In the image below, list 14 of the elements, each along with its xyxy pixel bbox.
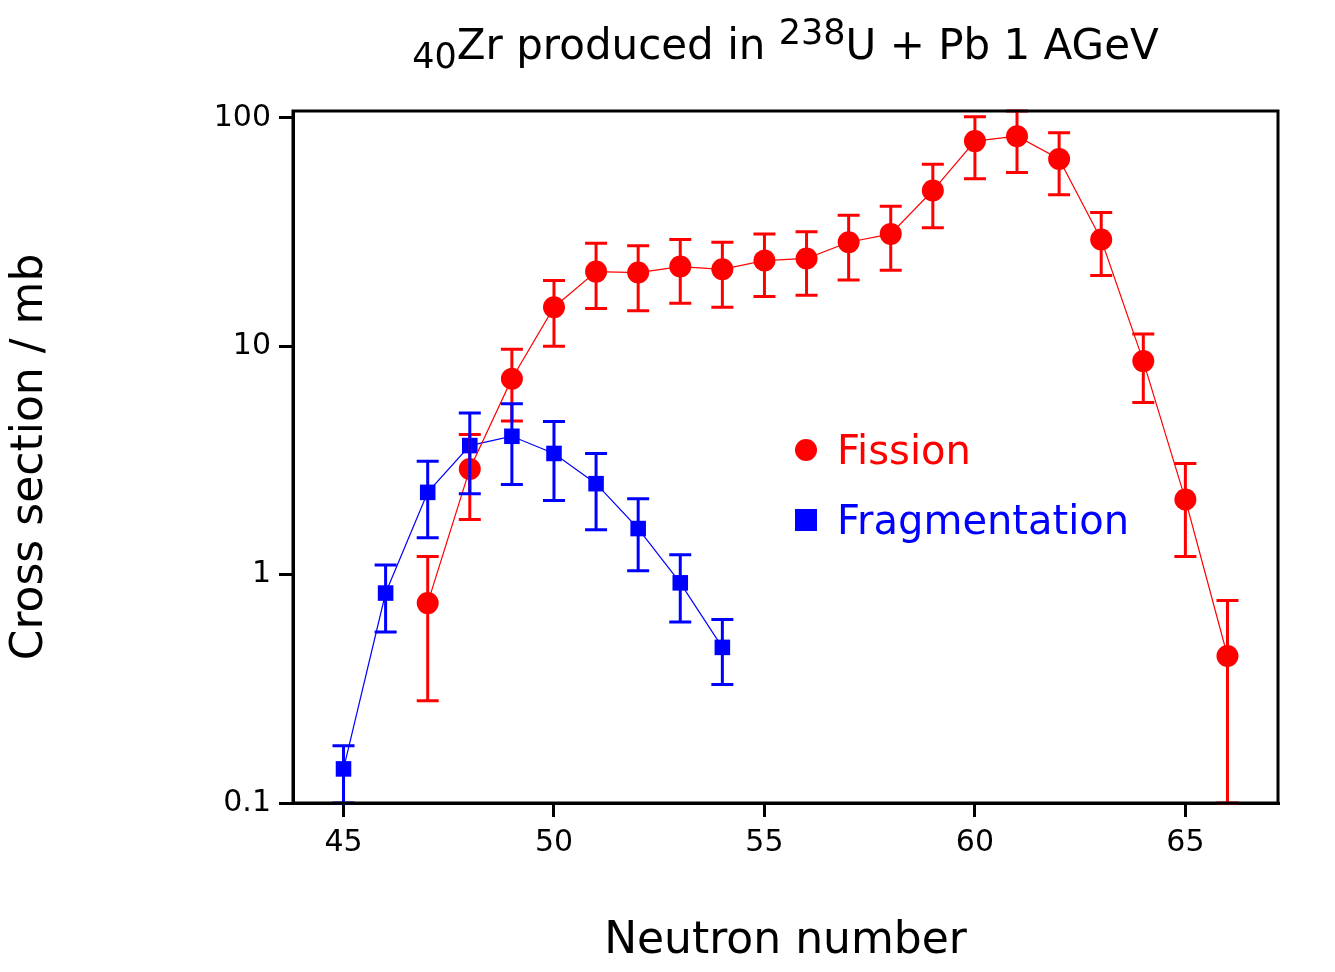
y-tick-label: 1 [251, 554, 271, 590]
y-tick-label: 10 [232, 325, 271, 361]
y-tick-label: 0.1 [223, 782, 271, 818]
x-tick-label: 50 [534, 822, 574, 858]
x-tick-label: 55 [745, 822, 784, 858]
y-axis-title: Cross section / mb [0, 253, 52, 661]
chart-title: $_{40}$Zr produced in $^{238}$U + Pb 1 AGeV [411, 12, 1160, 77]
legend-label: Fragmentation [837, 497, 1130, 543]
x-axis-title: Neutron number [604, 912, 968, 964]
legend-label: Fission [837, 427, 971, 473]
y-tick-label: 100 [213, 97, 271, 133]
x-tick-label: 45 [324, 822, 363, 858]
x-tick-label: 65 [1166, 822, 1205, 858]
x-tick-label: 60 [955, 822, 995, 858]
